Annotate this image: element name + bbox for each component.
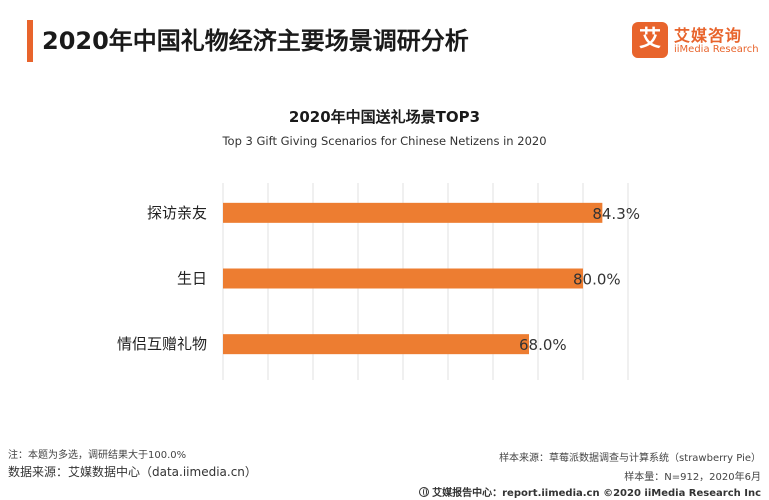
bar [223, 334, 529, 355]
logo-text-en: iiMedia Research [674, 44, 759, 55]
page-title: 2020年中国礼物经济主要场景调研分析 [42, 27, 469, 55]
data-label: 68.0% [519, 336, 567, 354]
chart-title: 2020年中国送礼场景TOP3 [288, 108, 481, 126]
logo-text-cn: 艾媒咨询 [674, 26, 743, 45]
report-center-text: 艾媒报告中心：report.iimedia.cn ©2020 iiMedia R… [432, 488, 761, 499]
globe-icon [419, 487, 430, 497]
category-label: 探访亲友 [147, 204, 207, 222]
data-label: 80.0% [573, 271, 621, 289]
data-source: 数据来源：艾媒数据中心（data.iimedia.cn） [8, 465, 257, 479]
data-label: 84.3% [592, 205, 640, 223]
title-accent-bar [27, 20, 33, 62]
sample-source: 样本来源：草莓派数据调查与计算系统（strawberry Pie） [499, 453, 761, 464]
chart-subtitle: Top 3 Gift Giving Scenarios for Chinese … [222, 134, 547, 148]
bar [223, 268, 583, 289]
sample-size: 样本量：N=912，2020年6月 [624, 472, 761, 483]
footnote: 注：本题为多选，调研结果大于100.0% [8, 450, 187, 461]
logo-icon: 艾 [632, 22, 668, 58]
category-label: 生日 [177, 270, 207, 288]
report-center: 艾媒报告中心：report.iimedia.cn ©2020 iiMedia R… [419, 484, 761, 499]
category-label: 情侣互赠礼物 [117, 335, 207, 353]
bar [223, 202, 603, 223]
